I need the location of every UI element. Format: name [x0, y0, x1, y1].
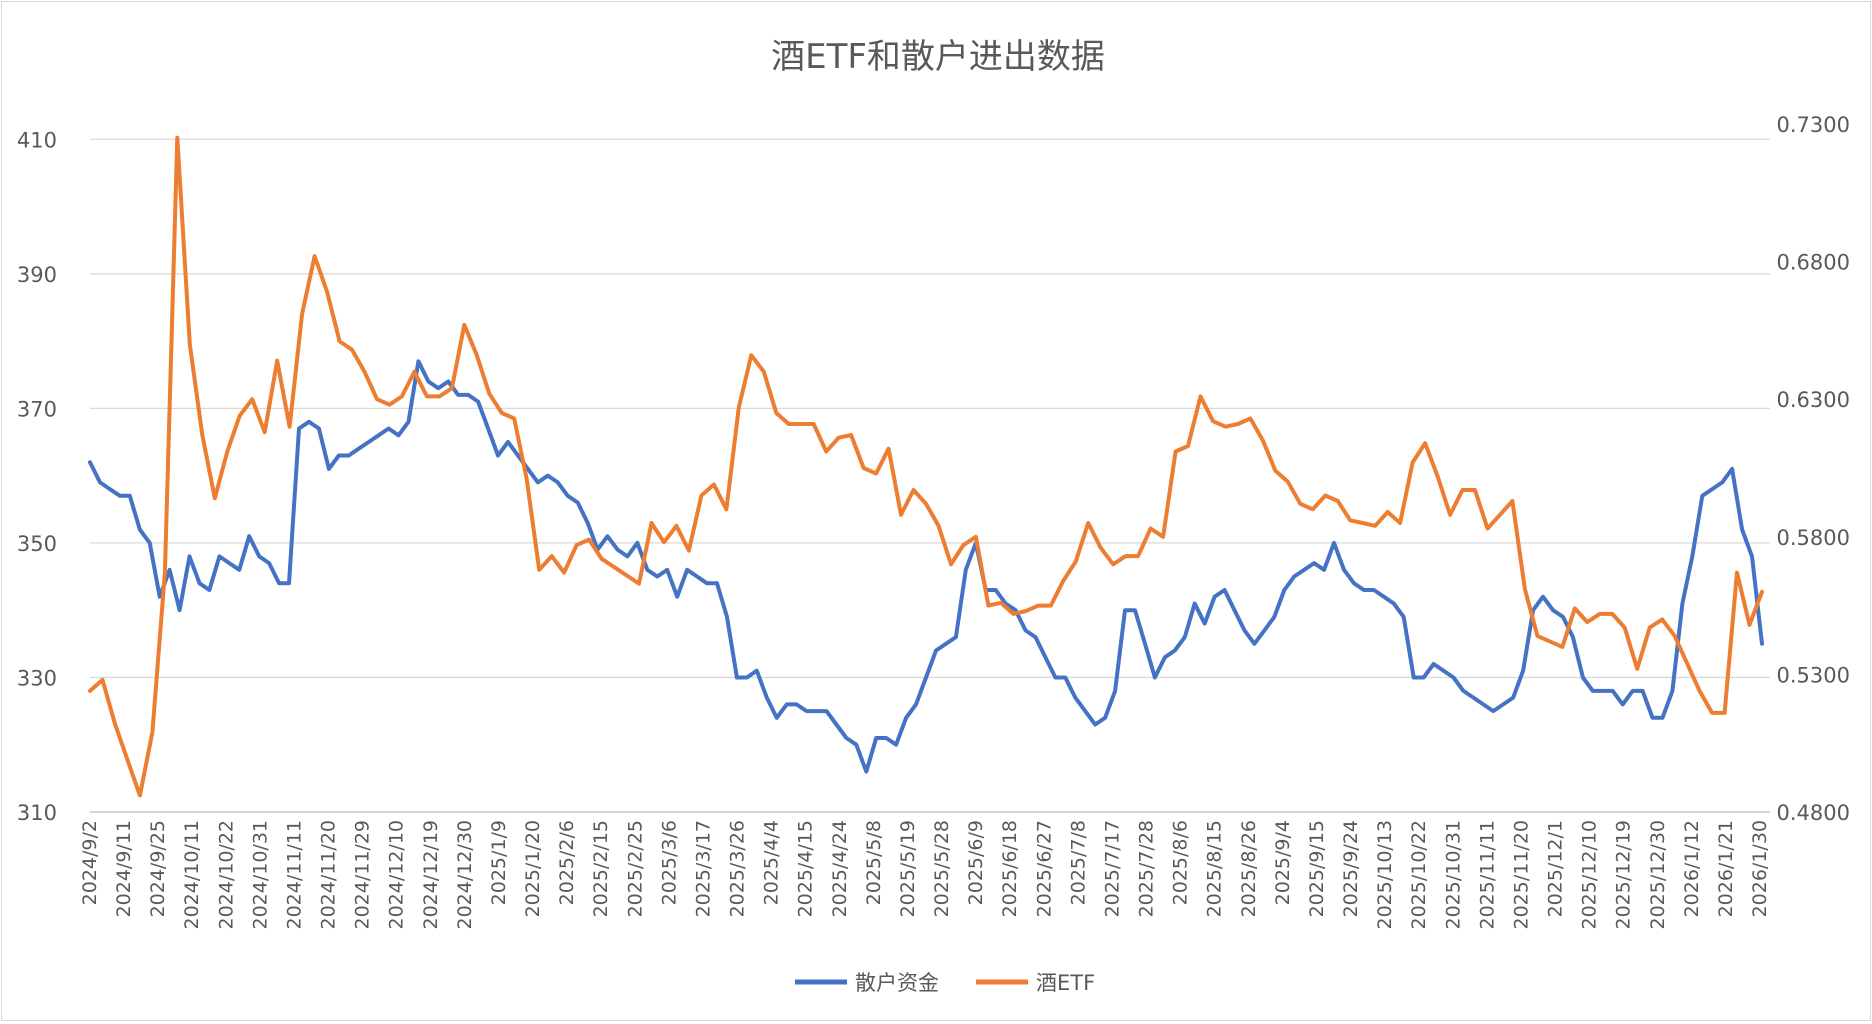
x-tick-label: 2025/3/6: [658, 820, 680, 905]
gridlines: [90, 138, 1770, 813]
x-tick-label: 2025/8/15: [1204, 820, 1226, 917]
x-tick-label: 2025/9/24: [1340, 820, 1362, 917]
y-left-tick-label: 370: [17, 397, 57, 421]
y-left-tick-label: 410: [17, 128, 57, 152]
x-tick-label: 2024/12/30: [454, 820, 476, 930]
y-right-tick-label: 0.5300: [1777, 663, 1850, 687]
x-tick-label: 2026/1/21: [1715, 820, 1737, 917]
series-line-retail: [88, 359, 1764, 774]
x-tick-label: 2025/6/27: [1033, 820, 1055, 917]
x-tick-label: 2024/9/11: [113, 820, 135, 917]
x-tick-label: 2025/7/17: [1101, 820, 1123, 917]
x-tick-label: 2025/5/8: [863, 820, 885, 905]
x-tick-label: 2025/6/18: [999, 820, 1021, 917]
x-tick-label: 2025/6/9: [965, 820, 987, 905]
x-tick-label: 2024/9/25: [147, 820, 169, 917]
x-tick-label: 2024/11/29: [352, 820, 374, 930]
x-tick-label: 2026/1/12: [1681, 820, 1703, 917]
y-axis-left: 310 330 350 370 390 410: [17, 128, 57, 825]
x-tick-label: 2025/8/6: [1170, 820, 1192, 905]
y-left-tick-label: 350: [17, 532, 57, 556]
x-tick-label: 2025/7/28: [1136, 820, 1158, 917]
x-tick-label: 2025/11/11: [1476, 820, 1498, 930]
y-left-tick-label: 330: [17, 666, 57, 690]
x-axis: 2024/9/2 2024/9/11 2024/9/25 2024/10/11 2024…: [79, 811, 1771, 930]
x-tick-label: 2024/10/11: [181, 820, 203, 930]
x-tick-label: 2025/2/6: [556, 820, 578, 905]
x-tick-label: 2024/10/22: [215, 820, 237, 930]
x-tick-label: 2024/9/2: [79, 820, 101, 905]
x-tick-label: 2025/12/1: [1545, 820, 1567, 917]
x-tick-label: 2025/7/8: [1067, 820, 1089, 905]
x-tick-label: 2024/12/10: [386, 820, 408, 930]
x-tick-label: 2025/1/20: [522, 820, 544, 917]
x-tick-label: 2025/12/10: [1579, 820, 1601, 930]
x-tick-label: 2025/11/20: [1510, 820, 1532, 930]
chart-title: 酒ETF和散户进出数据: [771, 37, 1105, 77]
x-tick-label: 2025/3/26: [727, 820, 749, 917]
legend-label-etf: 酒ETF: [1036, 971, 1095, 995]
y-right-tick-label: 0.6800: [1777, 251, 1850, 275]
y-axis-right: 0.4800 0.5300 0.5800 0.6300 0.6800 0.7300: [1777, 113, 1850, 825]
x-tick-label: 2025/2/15: [590, 820, 612, 917]
x-tick-label: 2025/10/31: [1442, 820, 1464, 930]
legend: 散户资金 酒ETF: [795, 971, 1095, 995]
y-left-tick-label: 390: [17, 263, 57, 287]
y-left-tick-label: 310: [17, 801, 57, 825]
x-tick-label: 2025/4/15: [795, 820, 817, 917]
series-group: [88, 135, 1764, 798]
x-tick-label: 2025/5/19: [897, 820, 919, 917]
x-tick-label: 2025/12/19: [1613, 820, 1635, 930]
y-right-tick-label: 0.4800: [1777, 801, 1850, 825]
legend-label-retail: 散户资金: [855, 971, 939, 995]
y-right-tick-label: 0.7300: [1777, 113, 1850, 137]
x-tick-label: 2025/12/30: [1647, 820, 1669, 930]
x-tick-label: 2025/4/24: [829, 820, 851, 917]
x-tick-label: 2024/11/20: [318, 820, 340, 930]
x-tick-label: 2025/9/15: [1306, 820, 1328, 917]
x-tick-label: 2025/4/4: [761, 820, 783, 905]
x-tick-label: 2025/5/28: [931, 820, 953, 917]
x-tick-label: 2025/2/25: [624, 820, 646, 917]
x-tick-label: 2026/1/30: [1749, 820, 1771, 917]
x-tick-label: 2025/9/4: [1272, 820, 1294, 905]
x-tick-label: 2024/11/11: [283, 820, 305, 930]
y-right-tick-label: 0.5800: [1777, 526, 1850, 550]
y-right-tick-label: 0.6300: [1777, 388, 1850, 412]
x-tick-label: 2025/10/13: [1374, 820, 1396, 930]
series-line-etf: [88, 135, 1764, 798]
x-tick-label: 2025/3/17: [692, 820, 714, 917]
x-tick-label: 2025/10/22: [1408, 820, 1430, 930]
x-tick-label: 2024/10/31: [249, 820, 271, 930]
x-tick-label: 2024/12/19: [420, 820, 442, 930]
x-tick-label: 2025/1/9: [488, 820, 510, 905]
x-tick-label: 2025/8/26: [1238, 820, 1260, 917]
